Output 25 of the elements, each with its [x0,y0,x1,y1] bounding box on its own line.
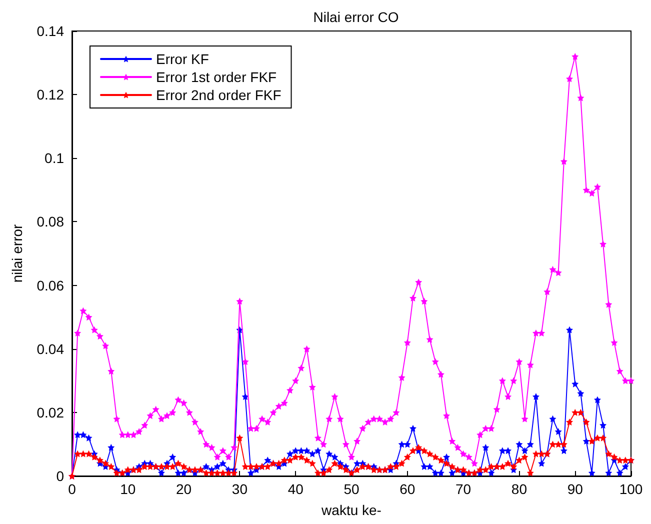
y-tick-label: 0.02 [36,404,64,420]
y-tick-label: 0.04 [36,340,64,357]
x-tick-label: 30 [232,481,248,497]
x-tick-label: 20 [176,481,192,497]
x-tick-label: 80 [511,481,528,497]
x-tick-label: 50 [344,481,360,497]
x-tick-label: 90 [567,481,584,497]
legend-label: Error 2nd order FKF [156,87,282,103]
x-axis-title: waktu ke- [320,502,382,518]
y-tick-label: 0 [56,468,64,484]
x-tick-label: 100 [619,481,643,497]
y-tick-label: 0.1 [44,150,64,166]
x-tick-label: 60 [400,481,416,497]
y-tick-label: 0.14 [36,23,64,39]
x-tick-label: 10 [120,481,136,497]
y-tick-label: 0.06 [36,277,64,294]
x-tick-label: 40 [288,481,304,497]
y-tick-label: 0.12 [36,86,64,103]
chart-title: Nilai error CO [313,9,399,25]
x-tick-label: 0 [68,481,76,497]
x-tick-label: 70 [456,481,472,497]
legend-label: Error KF [156,51,209,67]
legend-label: Error 1st order FKF [156,69,277,85]
y-axis-title: nilai error [9,224,25,283]
y-tick-label: 0.08 [36,214,64,230]
